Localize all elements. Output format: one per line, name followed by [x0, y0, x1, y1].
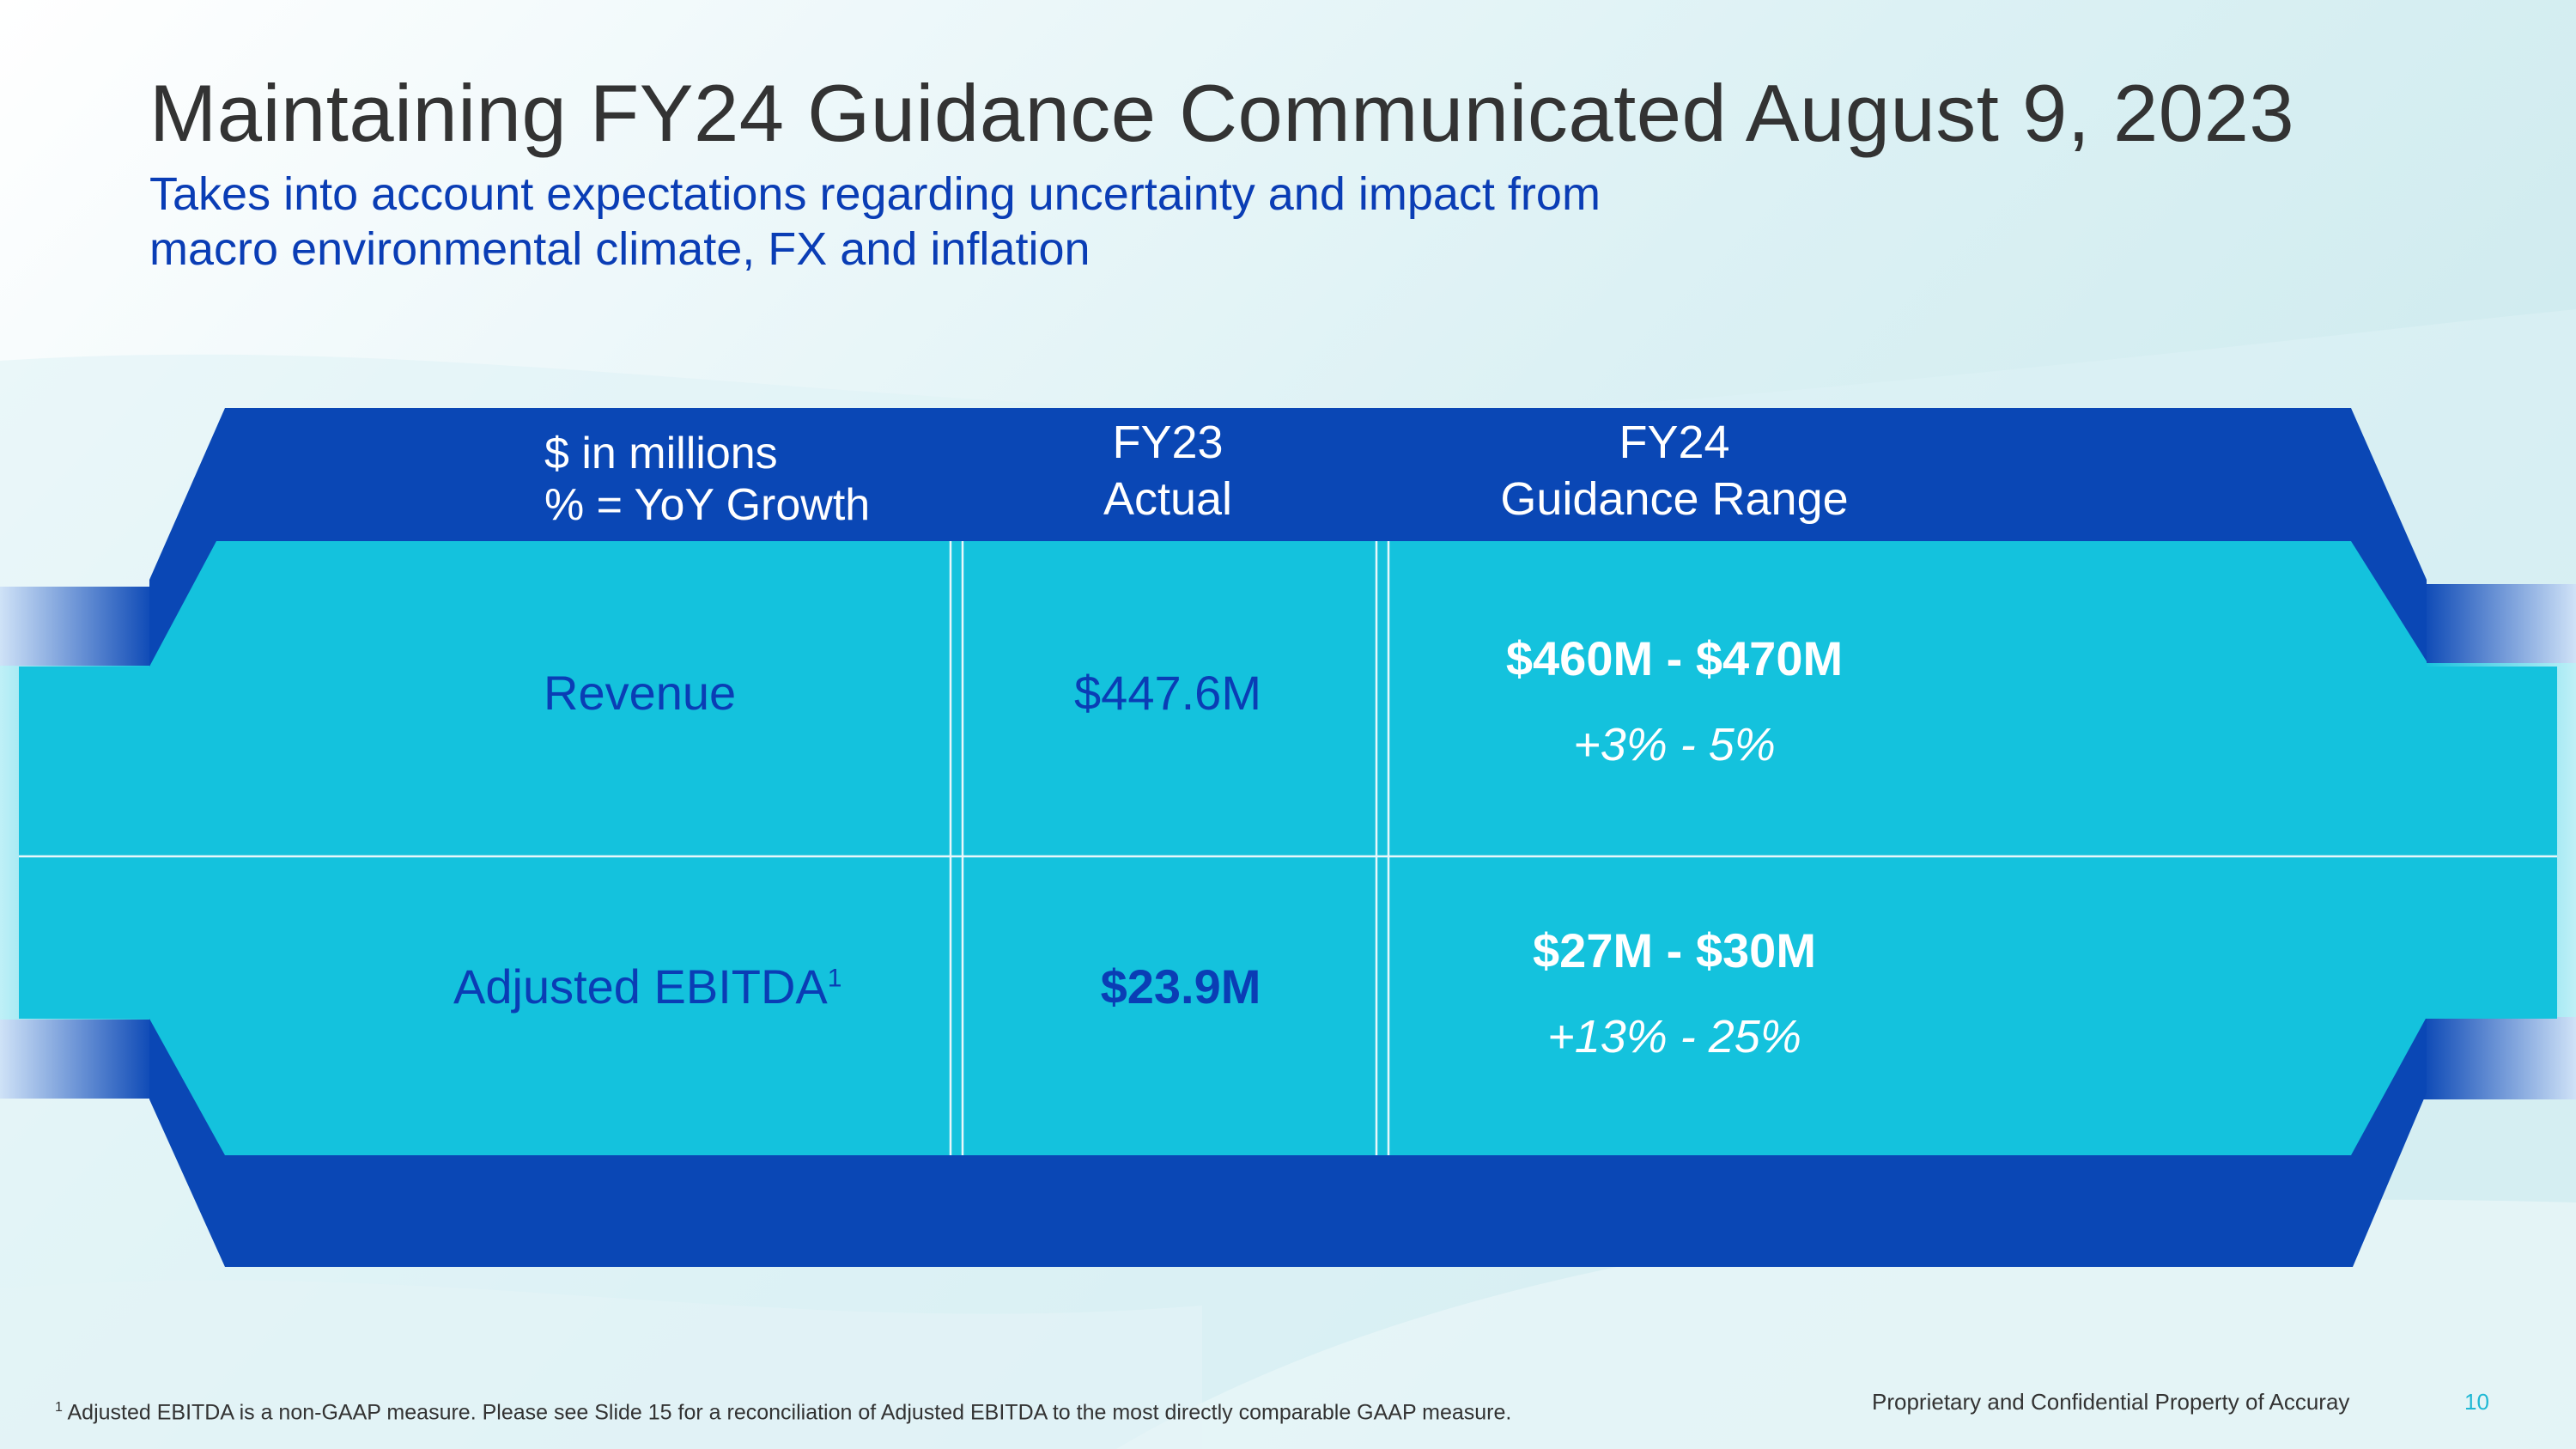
footnote-text: Adjusted EBITDA is a non-GAAP measure. P…: [67, 1400, 1512, 1425]
header-units: $ in millions % = YoY Growth: [544, 428, 870, 531]
fy23-adjusted-ebitda: $23.9M: [1100, 959, 1261, 1014]
header-units-line-2: % = YoY Growth: [544, 480, 871, 530]
header-fy24-line-2: Guidance Range: [1500, 473, 1849, 525]
header-fy23: FY23 Actual: [996, 417, 1340, 525]
subtitle-line-2: macro environmental climate, FX and infl…: [149, 223, 1091, 275]
footnote: 1 Adjusted EBITDA is a non-GAAP measure.…: [55, 1400, 1511, 1425]
row-label-revenue: Revenue: [544, 665, 736, 721]
slide-title: Maintaining FY24 Guidance Communicated A…: [149, 68, 2295, 158]
header-fy23-line-1: FY23: [1112, 417, 1224, 468]
row-label-adjusted-ebitda-text: Adjusted EBITDA: [453, 959, 828, 1014]
row-label-adjusted-ebitda: Adjusted EBITDA1: [453, 959, 841, 1014]
header-fy24: FY24 Guidance Range: [1417, 417, 1932, 525]
left-band-top: [0, 587, 155, 666]
row-label-footnote-mark: 1: [827, 964, 842, 993]
header-fy24-line-1: FY24: [1619, 417, 1730, 468]
table-body-extension: [19, 667, 2557, 1019]
page-number: 10: [2464, 1389, 2489, 1415]
right-band-top: [2421, 584, 2576, 663]
header-units-line-1: $ in millions: [544, 429, 778, 478]
header-fy23-line-2: Actual: [1103, 473, 1233, 525]
slide-subtitle: Takes into account expectations regardin…: [149, 167, 1953, 277]
fy23-revenue: $447.6M: [1074, 666, 1261, 720]
fy24-revenue-range: $460M - $470M: [1505, 631, 1844, 685]
fy24-ebitda-range: $27M - $30M: [1533, 923, 1816, 977]
footnote-mark: 1: [55, 1400, 63, 1415]
row-label-revenue-text: Revenue: [544, 666, 737, 720]
left-band-bottom: [0, 1020, 155, 1099]
proprietary-notice: Proprietary and Confidential Property of…: [1872, 1389, 2350, 1415]
right-band-bottom: [2421, 1017, 2576, 1099]
subtitle-line-1: Takes into account expectations regardin…: [149, 168, 1601, 220]
fy24-revenue-growth: +3% - 5%: [1573, 719, 1776, 770]
fy24-ebitda-growth: +13% - 25%: [1547, 1011, 1801, 1062]
